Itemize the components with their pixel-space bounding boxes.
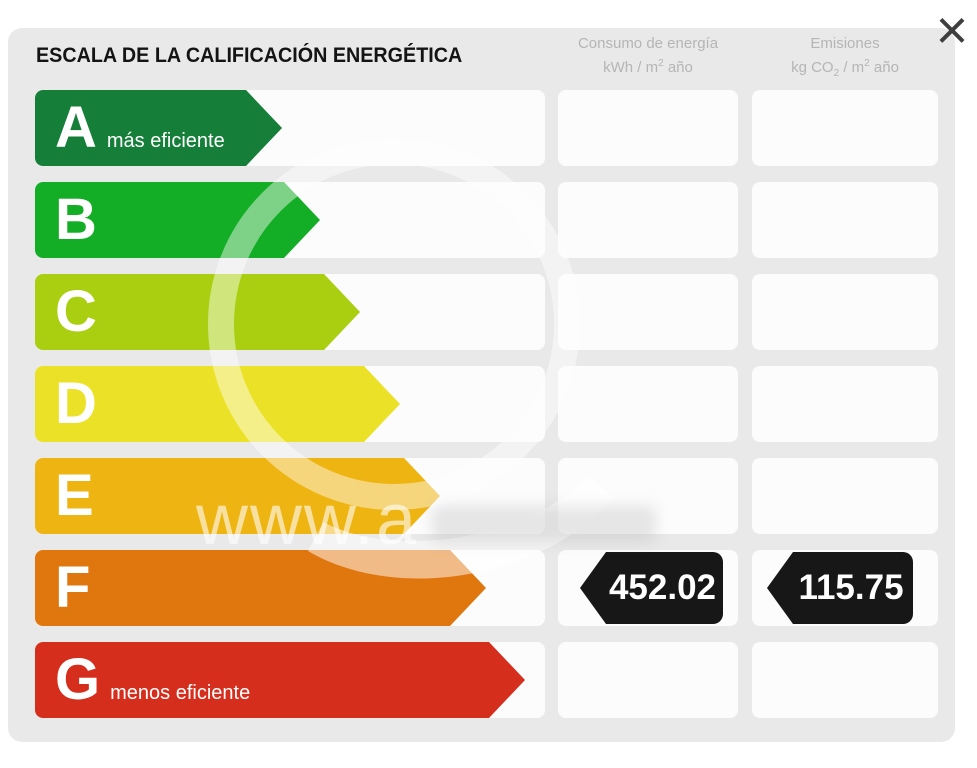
emisiones-unit-pre: kg CO [791,58,834,76]
consumo-header-unit: kWh / m2 año [558,56,738,80]
consumo-value-badge: 452.02 [580,552,723,624]
close-icon[interactable]: × [935,0,969,61]
rating-letter-c: C [55,279,97,344]
rating-arrow-b: B [35,182,320,258]
consumo-header-line1: Consumo de energía [577,35,719,52]
consumo-cell [558,182,738,258]
emisiones-cell [752,274,938,350]
rating-arrow-g: G menos eficiente [35,642,525,718]
rating-arrow-d: D [35,366,400,442]
rating-arrow-a: A más eficiente [35,90,282,166]
emisiones-cell [752,458,938,534]
rating-letter-b: B [55,187,97,252]
scale-row-g: G menos eficiente [0,642,977,718]
consumo-value: 452.02 [608,568,717,607]
page-title: ESCALA DE LA CALIFICACIÓN ENERGÉTICA [36,44,463,67]
scale-row-c: C [0,274,977,350]
emisiones-header-unit: kg CO2 / m2 año [752,56,938,81]
consumo-cell [558,366,738,442]
emisiones-unit-sup: 2 [864,57,870,69]
rating-letter-d: D [55,371,97,436]
consumo-cell [558,274,738,350]
rating-arrow-f: F [35,550,486,626]
consumo-unit-sup: 2 [658,57,664,69]
emisiones-cell [752,642,938,718]
emisiones-unit-mid: / m [839,58,865,76]
rating-letter-g: G [55,647,101,712]
emisiones-cell [752,182,938,258]
rating-arrow-e: E [35,458,440,534]
rating-letter-a: A [55,95,97,160]
rating-letter-f: F [55,555,91,620]
emisiones-value: 115.75 [798,568,904,607]
consumo-unit-post: año [663,58,693,76]
rating-letter-e: E [55,463,94,528]
rating-arrow-c: C [35,274,360,350]
consumo-cell [558,642,738,718]
emisiones-unit-post: año [869,58,899,76]
scale-row-e: E [0,458,977,534]
rating-label-a: más eficiente [106,130,225,152]
emisiones-cell [752,366,938,442]
scale-row-f: F 452.02 115.75 [0,550,977,626]
emisiones-value-badge: 115.75 [767,552,913,624]
consumo-column-header: Consumo de energía kWh / m2 año [558,33,738,79]
emisiones-cell [752,90,938,166]
consumo-cell [558,90,738,166]
consumo-unit-pre: kWh / m [603,58,659,76]
consumo-cell [558,458,738,534]
scale-row-b: B [0,182,977,258]
emisiones-header-line1: Emisiones [810,35,880,52]
emisiones-column-header: Emisiones kg CO2 / m2 año [752,33,938,81]
scale-row-a: A más eficiente [0,90,977,166]
scale-row-d: D [0,366,977,442]
rating-label-g: menos eficiente [110,682,251,704]
emisiones-unit-sub: 2 [833,67,840,79]
